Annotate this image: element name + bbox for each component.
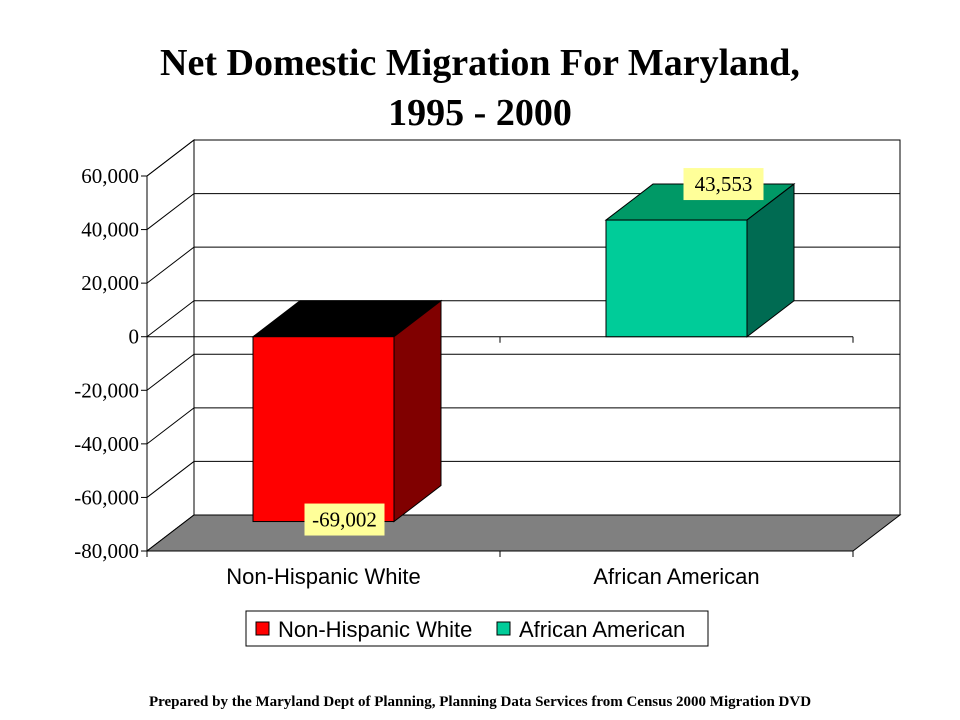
data-label: 43,553 xyxy=(695,172,753,196)
bar-front-face xyxy=(252,336,395,523)
legend-box xyxy=(245,610,709,647)
chart-title-line-2: 1995 - 2000 xyxy=(388,92,572,134)
bar: -69,002 xyxy=(251,299,443,536)
gridline xyxy=(146,460,900,498)
y-tick-label: -40,000 xyxy=(74,432,139,456)
y-tick-label: -60,000 xyxy=(74,485,139,509)
legend-swatch xyxy=(255,621,270,636)
x-category-label: African American xyxy=(593,564,759,589)
legend-label: African American xyxy=(519,617,685,642)
source-note: Prepared by the Maryland Dept of Plannin… xyxy=(148,694,812,710)
legend-label: Non-Hispanic White xyxy=(278,617,472,642)
gridline xyxy=(146,139,900,177)
y-tick-label: 0 xyxy=(129,325,140,349)
y-tick-label: -20,000 xyxy=(74,378,139,402)
bar-side-face xyxy=(393,299,442,523)
y-tick-label: 20,000 xyxy=(81,271,139,295)
bar-front-face xyxy=(605,219,748,338)
data-label-box xyxy=(304,503,385,536)
side-wall xyxy=(146,138,195,553)
chart-title: Net Domestic Migration For Maryland, 199… xyxy=(0,38,960,138)
chart-title-line-1: Net Domestic Migration For Maryland, xyxy=(160,42,800,84)
bar-chart: 60,000 40,000 20,000 0 -20,000 -40,000 -60,000… xyxy=(74,138,902,647)
y-tick-label: 60,000 xyxy=(81,164,139,188)
y-tick-label: -80,000 xyxy=(74,539,139,563)
data-label: -69,002 xyxy=(312,508,377,532)
legend-swatch xyxy=(496,621,511,636)
x-category-label: Non-Hispanic White xyxy=(226,564,420,589)
y-tick-label: 40,000 xyxy=(81,218,139,242)
data-label-box xyxy=(683,168,764,201)
gridline xyxy=(146,353,900,391)
bar: 43,553 xyxy=(604,168,796,338)
legend: Non-Hispanic White African American xyxy=(245,610,709,647)
gridline xyxy=(146,407,900,445)
